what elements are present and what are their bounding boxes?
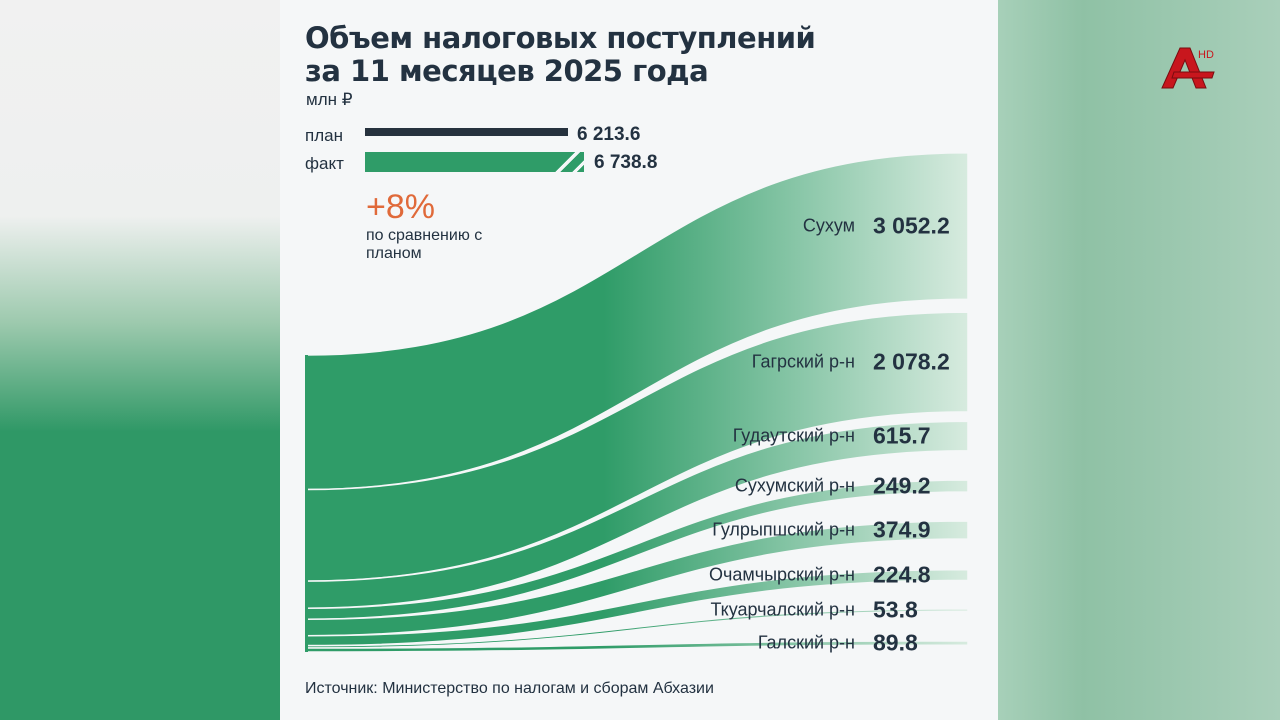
region-label: Сухум — [802, 215, 855, 236]
region-label: Гудаутский р-н — [732, 425, 855, 446]
source-node — [305, 355, 308, 652]
background-right — [998, 0, 1280, 720]
region-value: 3 052.2 — [873, 212, 950, 239]
fact-bar — [365, 152, 584, 172]
region-label: Гулрыпшский р-н — [712, 519, 855, 540]
sankey-chart — [304, 151, 969, 653]
region-label: Сухумский р-н — [734, 475, 855, 496]
plan-bar — [365, 128, 568, 136]
svg-text:HD: HD — [1198, 49, 1214, 61]
region-value: 249.2 — [873, 472, 931, 499]
region-label: Очамчырский р-н — [708, 564, 855, 585]
unit-label: млн ₽ — [306, 90, 353, 109]
change-percent: +8% — [366, 188, 435, 226]
region-value: 374.9 — [873, 516, 931, 543]
logo-icon: HD — [1161, 47, 1215, 89]
region-label: Галский р-н — [757, 632, 855, 653]
chart-title: Объем налоговых поступлений за 11 месяце… — [305, 21, 816, 88]
flow-band — [304, 607, 969, 649]
legend-fact-label: факт — [305, 154, 344, 173]
region-value: 2 078.2 — [873, 348, 950, 375]
title-line-2: за 11 месяцев 2025 года — [305, 54, 709, 88]
flow-band — [304, 479, 969, 620]
region-value: 224.8 — [873, 561, 931, 588]
change-note: по сравнению с планом — [366, 227, 483, 262]
fact-value: 6 738.8 — [594, 152, 658, 173]
region-value: 615.7 — [873, 422, 931, 449]
region-value: 89.8 — [873, 629, 918, 656]
background-left — [0, 0, 280, 720]
source-note: Источник: Министерство по налогам и сбор… — [305, 680, 714, 697]
flow-band — [304, 640, 969, 653]
title-line-1: Объем налоговых поступлений — [305, 21, 816, 55]
region-value: 53.8 — [873, 596, 918, 623]
region-label: Ткуарчалский р-н — [710, 599, 855, 620]
flow-band — [304, 520, 969, 637]
flow-band — [304, 311, 969, 582]
flow-band — [304, 420, 969, 609]
plan-value: 6 213.6 — [577, 124, 641, 145]
legend-plan-label: план — [305, 126, 343, 145]
flow-band — [304, 151, 969, 491]
flow-band — [304, 568, 969, 647]
region-label: Гагрский р-н — [751, 351, 855, 372]
infographic-panel: Объем налоговых поступлений за 11 месяце… — [280, 0, 998, 720]
